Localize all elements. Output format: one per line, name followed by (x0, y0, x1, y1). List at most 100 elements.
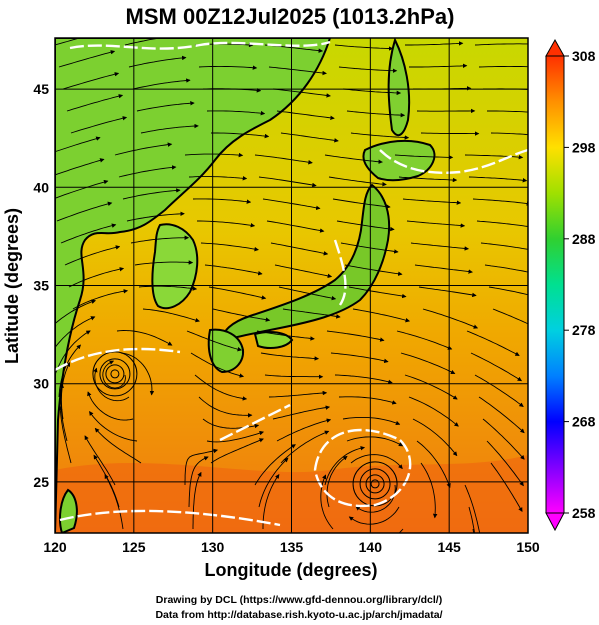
credit-line-2: Data from http://database.rish.kyoto-u.a… (155, 609, 442, 621)
streamline (122, 188, 181, 200)
land-korea (151, 223, 199, 310)
streamline (114, 142, 173, 156)
streamline (468, 176, 528, 183)
y-tick-label: 45 (33, 81, 49, 97)
streamline (120, 352, 155, 396)
streamline (342, 416, 401, 426)
streamline (184, 448, 219, 485)
streamline (280, 132, 339, 143)
streamline (350, 132, 410, 140)
streamline (94, 427, 142, 464)
vortex-ring (105, 364, 125, 384)
streamline (186, 330, 243, 352)
streamline (420, 462, 438, 519)
streamline (400, 352, 456, 375)
streamline (490, 132, 528, 136)
streamline (320, 474, 334, 530)
streamline (488, 286, 528, 296)
streamline (126, 211, 185, 222)
streamline (478, 65, 528, 68)
streamline (334, 44, 394, 51)
x-tick-label: 145 (437, 539, 461, 555)
streamline (324, 446, 366, 486)
streamline (272, 405, 331, 420)
streamline (405, 41, 464, 46)
chart-title: MSM 00Z12Jul2025 (1013.2hPa) (126, 4, 455, 29)
streamline (268, 390, 328, 398)
streamline (212, 308, 271, 322)
streamline (412, 418, 458, 457)
streamline (197, 220, 256, 228)
streamline (420, 131, 480, 136)
land-kyushu (207, 328, 245, 374)
streamline (254, 154, 313, 165)
streamline (476, 220, 528, 227)
streamline (464, 484, 481, 533)
streamline (192, 471, 202, 529)
streamline (132, 78, 191, 90)
streamline (55, 299, 97, 325)
streamline (466, 330, 520, 356)
gridlines (55, 38, 528, 533)
streamline (332, 198, 391, 209)
streamline (492, 308, 528, 325)
streamline (487, 110, 528, 113)
streamline (124, 38, 163, 46)
streamline (480, 242, 528, 250)
streamline (470, 352, 523, 382)
streamline (104, 474, 124, 530)
streamline (402, 198, 462, 205)
streamline (130, 235, 190, 244)
y-tick-label: 35 (33, 278, 49, 294)
y-tick-label: 40 (33, 179, 49, 195)
streamline (55, 470, 56, 476)
streamline (194, 374, 248, 401)
plot-area (55, 38, 528, 533)
colorbar: 258 268 278 288 298 308 (545, 38, 596, 532)
streamline (55, 136, 101, 153)
colorbar-tick-label: 278 (572, 322, 596, 338)
streamline (140, 123, 199, 134)
credit-line-1: Drawing by DCL (https://www.gfd-dennou.o… (156, 594, 442, 606)
streamline (338, 396, 397, 405)
streamline (328, 176, 387, 187)
x-tick-label: 125 (122, 539, 146, 555)
vortex-ring (110, 369, 120, 379)
streamline (206, 430, 265, 443)
streamline (468, 506, 476, 533)
vortices (92, 351, 398, 507)
streamline (490, 462, 523, 513)
vortex-ring (99, 358, 131, 390)
streamline (340, 242, 399, 254)
streamline (211, 132, 270, 139)
streamline (198, 396, 253, 418)
streamline (190, 352, 245, 378)
streamline (394, 154, 454, 160)
streamline (406, 220, 466, 228)
streamline (93, 367, 130, 402)
streamline (87, 391, 134, 421)
streamline (348, 286, 407, 299)
streamline (55, 316, 96, 349)
streamline (278, 286, 337, 301)
streamline (204, 264, 263, 276)
streamline (398, 176, 458, 183)
streamline (258, 457, 289, 508)
streamline (59, 383, 68, 442)
colorbar-tick-label: 308 (572, 48, 596, 64)
y-axis-ticks: 25 30 35 40 45 (33, 81, 49, 490)
streamline (188, 456, 209, 508)
vortex-ring (92, 351, 138, 397)
vortex-ring (370, 479, 380, 489)
streamline (208, 286, 267, 300)
streamline (416, 440, 451, 489)
streamline (478, 396, 525, 434)
streamline (136, 100, 195, 112)
vortex-ring (365, 474, 385, 494)
streamline (344, 264, 403, 276)
land-taiwan (59, 488, 78, 533)
streamline (258, 176, 317, 188)
streamline (418, 286, 477, 298)
streamline (276, 110, 335, 121)
streamline (256, 330, 315, 341)
